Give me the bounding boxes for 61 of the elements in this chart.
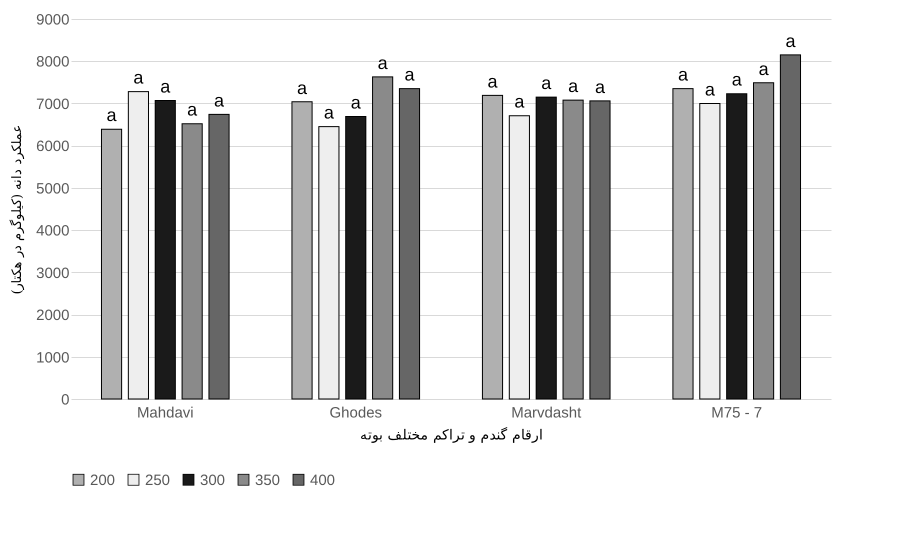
legend-label: 200: [90, 472, 116, 489]
data-label: a: [732, 70, 743, 90]
bar: [753, 82, 774, 400]
bar: [508, 115, 530, 400]
y-tick-label: 0: [61, 392, 70, 408]
data-label: a: [187, 100, 198, 120]
x-axis-title: ارقام گندم و تراکم مختلف بوته: [360, 426, 544, 444]
bar: [672, 88, 694, 400]
legend-label: 250: [145, 472, 170, 489]
bar: [128, 91, 149, 400]
bar: [536, 96, 557, 400]
data-label: a: [541, 73, 552, 94]
y-tick-label: 2000: [36, 307, 70, 324]
data-label: a: [514, 92, 526, 112]
bar: [100, 128, 122, 400]
x-tick-label: Mahdavi: [136, 404, 194, 422]
bar: [318, 126, 340, 400]
y-tick-label: 5000: [36, 180, 70, 198]
bar: [398, 88, 420, 400]
data-label: a: [594, 76, 606, 97]
data-label: a: [350, 92, 362, 113]
y-tick-label: 6000: [36, 138, 70, 156]
legend-label: 400: [310, 472, 336, 489]
y-axis-title: عملکرد دانه (کیلوگرم در هکتار): [9, 124, 26, 294]
data-label: a: [324, 102, 335, 123]
data-label: a: [404, 64, 416, 85]
y-tick-label: 4000: [36, 222, 70, 240]
data-label: a: [160, 76, 172, 96]
data-label: a: [378, 52, 389, 73]
bar: [726, 93, 748, 400]
bar: [699, 102, 720, 400]
data-label: a: [487, 71, 498, 92]
bar: [482, 94, 504, 400]
data-label: a: [678, 64, 689, 85]
y-tick-label: 8000: [36, 54, 70, 71]
legend-label: 350: [255, 472, 280, 489]
bar: [291, 101, 313, 400]
bar: [562, 100, 584, 400]
bar: [154, 100, 176, 400]
x-tick-label: M75 - 7: [711, 404, 762, 422]
legend-label: 300: [200, 472, 226, 489]
bar: [780, 54, 802, 400]
data-label: a: [568, 76, 580, 96]
y-tick-label: 7000: [36, 96, 70, 113]
bar: [372, 76, 394, 400]
x-tick-label: Marvdasht: [511, 404, 582, 422]
data-label: a: [704, 79, 716, 100]
data-label: a: [758, 58, 770, 79]
bar: [589, 100, 611, 400]
x-tick-label: Ghodes: [329, 404, 382, 422]
data-label: a: [106, 105, 118, 126]
bar: [208, 114, 230, 400]
data-label: a: [785, 30, 796, 51]
bar: [182, 123, 203, 400]
bar: [345, 116, 366, 400]
y-tick-label: 1000: [36, 349, 70, 366]
y-tick-label: 9000: [36, 12, 70, 28]
y-tick-label: 3000: [36, 264, 70, 282]
data-label: a: [297, 78, 308, 98]
data-label: a: [214, 90, 226, 110]
data-label: a: [133, 68, 144, 88]
